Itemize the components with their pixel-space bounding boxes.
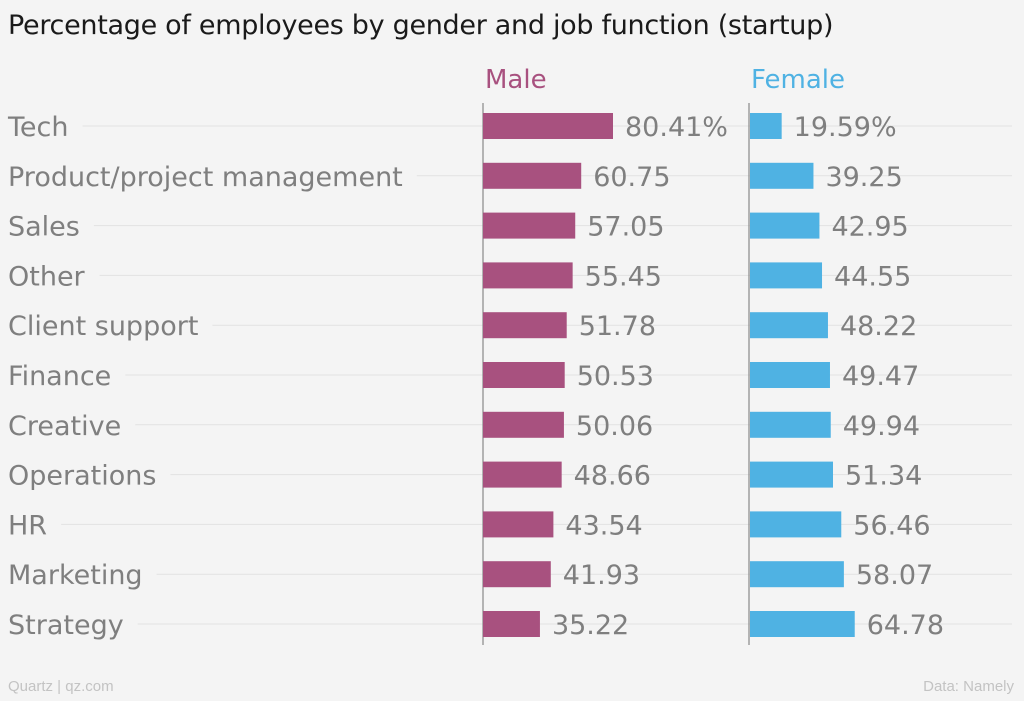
category-label: Marketing <box>8 560 143 591</box>
male-bar <box>483 262 573 289</box>
female-value-label: 42.95 <box>831 212 908 243</box>
female-bar <box>750 511 842 538</box>
female-value-label: 19.59% <box>794 112 897 143</box>
source-credit: Quartz | qz.com <box>8 678 114 695</box>
female-bar <box>750 162 814 189</box>
category-label: Client support <box>8 311 198 342</box>
data-source: Data: Namely <box>923 678 1014 695</box>
male-value-label: 57.05 <box>587 212 664 243</box>
category-label: Sales <box>8 212 80 243</box>
female-bar <box>750 262 823 289</box>
female-bar <box>750 561 844 588</box>
female-bar <box>750 411 831 438</box>
female-bar <box>750 212 820 239</box>
male-bar <box>483 212 576 239</box>
category-label: Finance <box>8 361 111 392</box>
category-labels: Tech Product/project management Sales Other… <box>0 112 417 641</box>
male-bar <box>483 362 565 388</box>
female-value-label: 39.25 <box>825 162 902 193</box>
category-label: Creative <box>8 411 121 442</box>
female-series-header: Female <box>751 65 845 95</box>
male-series: 80.41% 60.75 57.05 55.45 51.78 50.53 50.06 48.6… <box>483 112 728 641</box>
male-bar <box>483 113 613 139</box>
male-value-label: 35.22 <box>552 610 629 641</box>
male-value-label: 48.66 <box>574 461 651 492</box>
male-bar <box>483 611 540 637</box>
male-value-label: 50.06 <box>576 411 653 442</box>
male-value-label: 43.54 <box>565 510 642 541</box>
chart-title: Percentage of employees by gender and jo… <box>8 10 834 41</box>
female-bar <box>750 113 782 139</box>
male-bar <box>483 411 564 438</box>
female-value-label: 44.55 <box>834 261 911 292</box>
male-bar <box>483 312 567 339</box>
female-bar <box>750 312 828 339</box>
male-series-header: Male <box>485 65 547 95</box>
male-bar <box>483 561 551 588</box>
female-value-label: 48.22 <box>840 311 917 342</box>
series-headers: Male Female <box>485 65 845 95</box>
male-bar <box>483 162 582 189</box>
female-value-label: 56.46 <box>853 510 930 541</box>
male-value-label: 55.45 <box>585 261 662 292</box>
male-value-label: 80.41% <box>625 112 728 143</box>
category-label: Operations <box>8 461 156 492</box>
female-series: 19.59% 39.25 42.95 44.55 48.22 49.47 49.94 51.3… <box>750 112 944 641</box>
female-value-label: 49.47 <box>842 361 919 392</box>
male-value-label: 41.93 <box>563 560 640 591</box>
male-value-label: 50.53 <box>577 361 654 392</box>
male-bar <box>483 511 554 538</box>
female-bar <box>750 611 855 637</box>
category-label: HR <box>8 510 47 541</box>
female-value-label: 49.94 <box>843 411 920 442</box>
category-label: Other <box>8 261 86 292</box>
category-label: Tech <box>7 112 68 143</box>
male-value-label: 60.75 <box>593 162 670 193</box>
female-bar <box>750 461 834 488</box>
male-bar <box>483 461 562 488</box>
male-value-label: 51.78 <box>579 311 656 342</box>
category-label: Product/project management <box>8 162 403 193</box>
female-value-label: 58.07 <box>856 560 933 591</box>
female-bar <box>750 362 830 388</box>
female-value-label: 64.78 <box>867 610 944 641</box>
category-label: Strategy <box>8 610 124 641</box>
female-value-label: 51.34 <box>845 461 922 492</box>
